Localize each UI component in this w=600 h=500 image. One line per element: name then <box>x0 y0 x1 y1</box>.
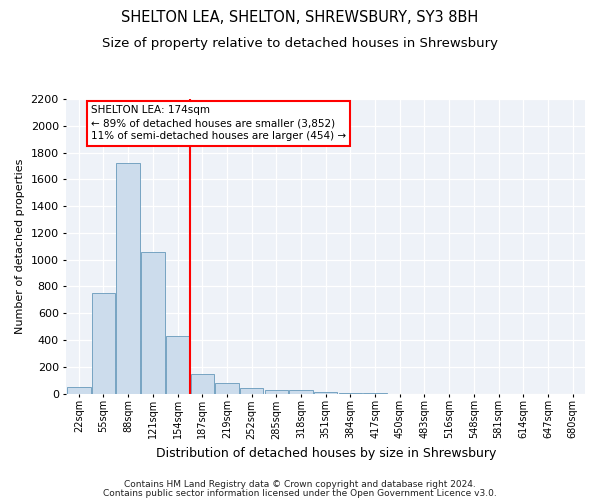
Bar <box>338 393 362 394</box>
Bar <box>166 336 189 394</box>
Bar <box>265 390 288 394</box>
Bar <box>215 383 239 394</box>
Bar <box>191 374 214 394</box>
Text: Size of property relative to detached houses in Shrewsbury: Size of property relative to detached ho… <box>102 38 498 51</box>
Text: Contains HM Land Registry data © Crown copyright and database right 2024.: Contains HM Land Registry data © Crown c… <box>124 480 476 489</box>
Bar <box>240 388 263 394</box>
Bar <box>92 293 115 394</box>
Bar <box>314 392 337 394</box>
X-axis label: Distribution of detached houses by size in Shrewsbury: Distribution of detached houses by size … <box>155 447 496 460</box>
Text: SHELTON LEA: 174sqm
← 89% of detached houses are smaller (3,852)
11% of semi-det: SHELTON LEA: 174sqm ← 89% of detached ho… <box>91 105 346 142</box>
Text: Contains public sector information licensed under the Open Government Licence v3: Contains public sector information licen… <box>103 488 497 498</box>
Bar <box>67 387 91 394</box>
Bar <box>141 252 164 394</box>
Y-axis label: Number of detached properties: Number of detached properties <box>15 158 25 334</box>
Bar <box>116 164 140 394</box>
Text: SHELTON LEA, SHELTON, SHREWSBURY, SY3 8BH: SHELTON LEA, SHELTON, SHREWSBURY, SY3 8B… <box>121 10 479 25</box>
Bar <box>289 390 313 394</box>
